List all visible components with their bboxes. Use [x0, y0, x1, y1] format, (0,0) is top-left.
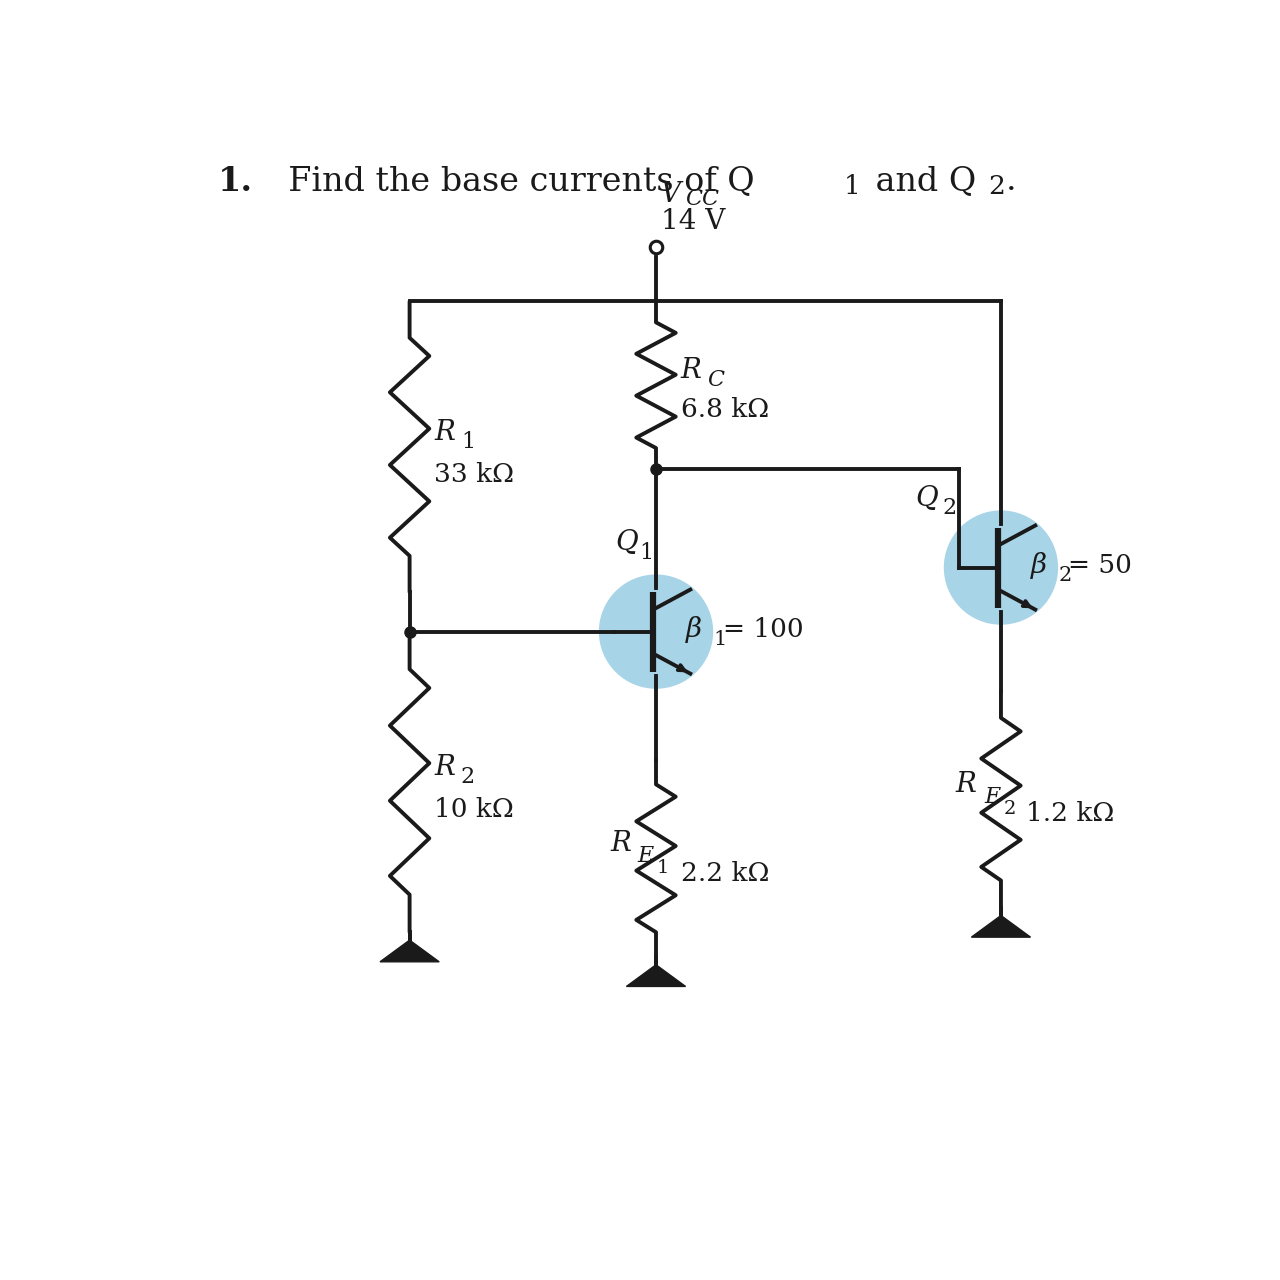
Text: R: R	[955, 771, 977, 797]
Circle shape	[599, 575, 713, 689]
Text: E: E	[984, 786, 1001, 808]
Text: R: R	[434, 419, 456, 445]
Text: 2: 2	[988, 174, 1005, 198]
Text: 1.: 1.	[218, 165, 252, 197]
Text: 14 V: 14 V	[660, 209, 726, 236]
Text: and Q: and Q	[865, 165, 977, 197]
Text: = 100: = 100	[723, 617, 804, 643]
Text: 1.2 kΩ: 1.2 kΩ	[1025, 801, 1114, 827]
Text: R: R	[611, 829, 631, 858]
Text: 2.2 kΩ: 2.2 kΩ	[681, 860, 769, 886]
Text: = 50: = 50	[1068, 553, 1132, 579]
Text: β: β	[1030, 552, 1047, 579]
Polygon shape	[626, 965, 686, 987]
Text: Q: Q	[616, 530, 637, 557]
Text: β: β	[686, 616, 701, 643]
Text: R: R	[681, 357, 701, 384]
Text: 1: 1	[461, 431, 475, 453]
Text: 2: 2	[1059, 566, 1071, 585]
Polygon shape	[380, 940, 439, 961]
Text: V: V	[660, 180, 681, 207]
Text: 1: 1	[713, 630, 727, 649]
Text: 2: 2	[461, 765, 475, 788]
Text: CC: CC	[686, 188, 719, 210]
Text: 1: 1	[844, 174, 860, 198]
Text: 2: 2	[1004, 800, 1016, 818]
Text: 2: 2	[942, 498, 956, 520]
Text: E: E	[637, 845, 654, 868]
Text: 33 kΩ: 33 kΩ	[434, 462, 515, 486]
Text: 1: 1	[657, 859, 669, 877]
Text: .: .	[1006, 165, 1016, 197]
Text: Find the base currents of Q: Find the base currents of Q	[266, 165, 754, 197]
Text: R: R	[434, 754, 456, 781]
Text: 1: 1	[639, 541, 653, 563]
Circle shape	[943, 511, 1059, 625]
Polygon shape	[972, 915, 1030, 937]
Text: C: C	[708, 370, 724, 392]
Text: 10 kΩ: 10 kΩ	[434, 797, 515, 822]
Text: Q: Q	[915, 485, 938, 512]
Text: 6.8 kΩ: 6.8 kΩ	[681, 397, 769, 422]
